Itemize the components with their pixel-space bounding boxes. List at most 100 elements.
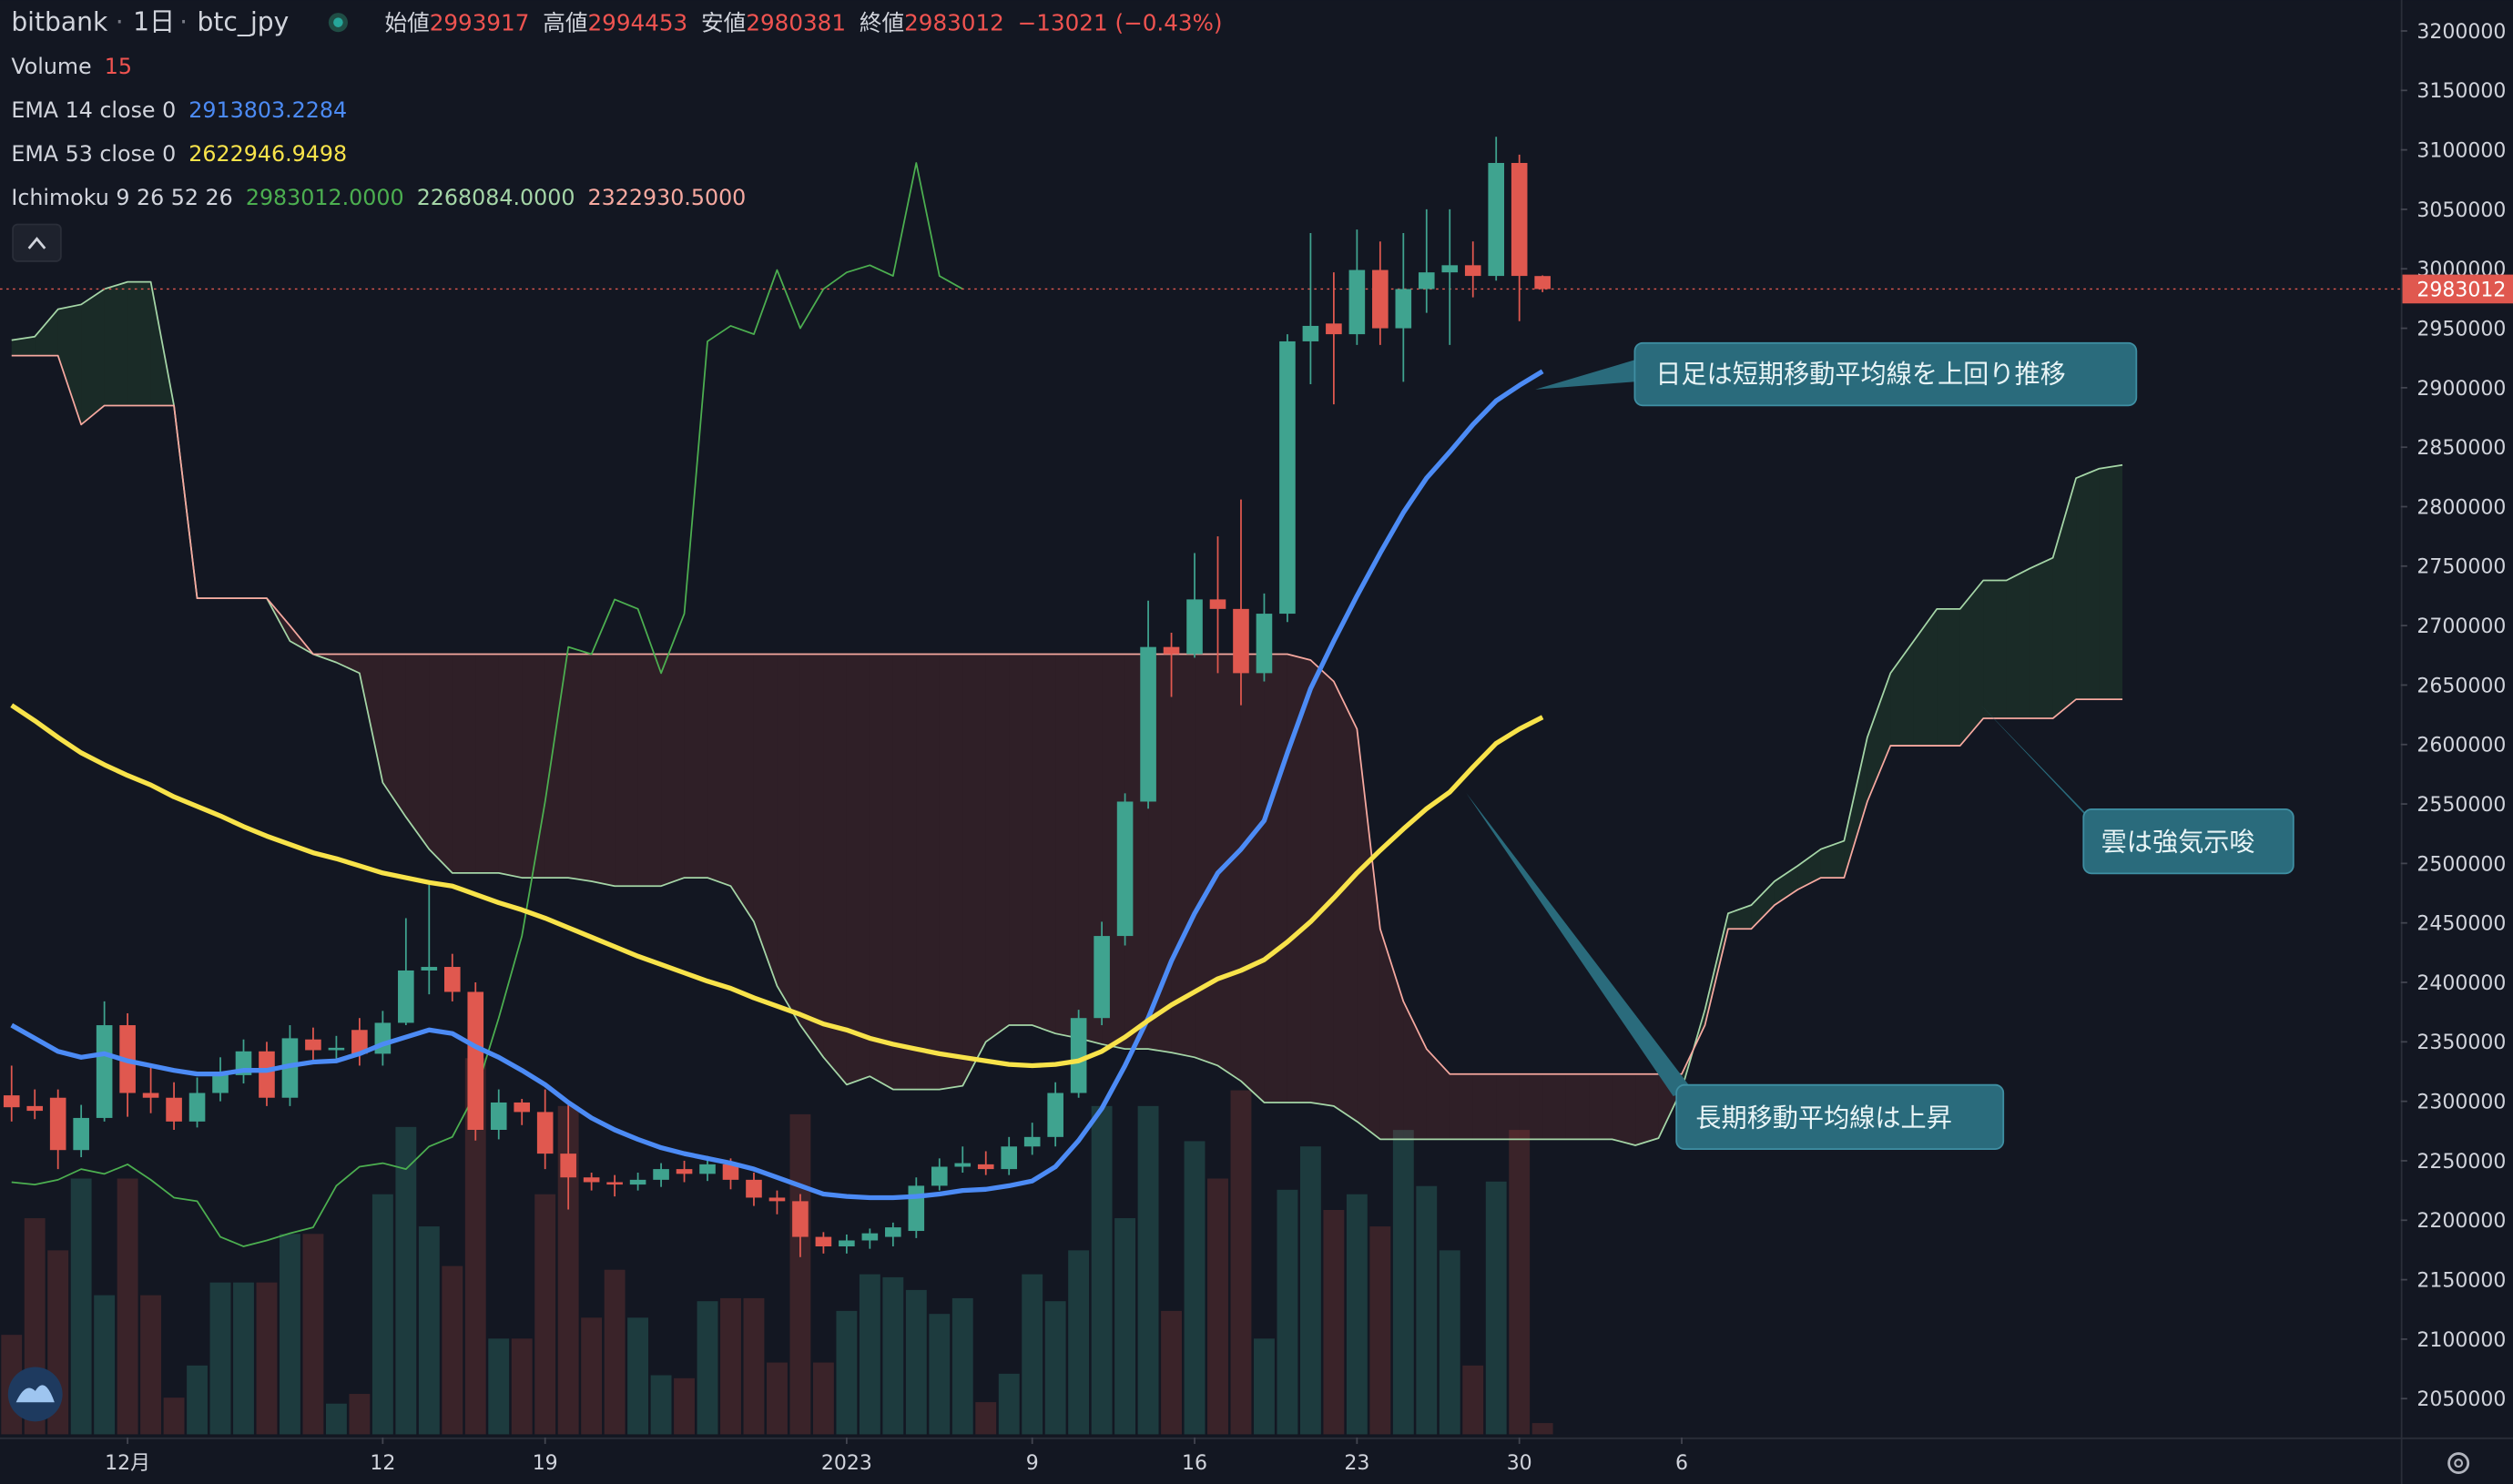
candle-body — [560, 1154, 576, 1178]
volume-bar — [975, 1402, 997, 1435]
cloud-segment — [1727, 905, 1752, 930]
cloud-segment — [1937, 608, 1960, 747]
candle-body — [49, 1097, 66, 1151]
candle-body — [1418, 272, 1435, 290]
cloud-segment — [1009, 654, 1033, 1026]
volume-bar — [627, 1317, 649, 1435]
ema-line — [10, 369, 1544, 1201]
candle-body — [583, 1177, 600, 1183]
y-tick-label: 2400000 — [2416, 972, 2506, 995]
indicator-value: 2268084.0000 — [417, 185, 575, 210]
candle-body — [142, 1093, 159, 1098]
x-tick-label: 19 — [533, 1452, 558, 1475]
symbol[interactable]: btc_jpy — [198, 6, 290, 36]
volume-bar — [1531, 1423, 1553, 1435]
cloud-segment — [1751, 880, 1775, 930]
candle-body — [1279, 341, 1296, 615]
candle-body — [1256, 614, 1273, 674]
candle-body — [977, 1164, 994, 1170]
callout-pointer — [1466, 793, 1693, 1097]
indicator-legend: Volume 15 EMA 14 close 0 2913803.2284 EMA 53… — [11, 54, 746, 210]
volume-bar — [280, 1234, 300, 1435]
candle-body — [815, 1236, 832, 1247]
cloud-segment — [730, 654, 754, 922]
cloud-segment — [2099, 464, 2123, 700]
settings-button[interactable] — [2447, 1452, 2470, 1475]
leading-span-a — [11, 280, 2123, 1146]
candle-body — [954, 1163, 972, 1167]
volume-bar — [859, 1274, 880, 1435]
cloud-segment — [799, 654, 824, 1058]
volume-bar — [1044, 1301, 1066, 1435]
button-bg[interactable] — [12, 223, 62, 262]
y-tick-label: 2550000 — [2416, 794, 2506, 817]
volume-bar — [674, 1377, 695, 1435]
exchange: bitbank — [11, 6, 108, 36]
volume-bar — [140, 1295, 162, 1435]
x-tick-label: 16 — [1182, 1452, 1207, 1475]
candle-body — [722, 1164, 739, 1180]
ohlc-label: 高値 — [543, 9, 587, 36]
cloud-segment — [823, 654, 847, 1085]
volume-bar — [511, 1338, 533, 1435]
cloud-segment — [57, 304, 82, 425]
cloud-segment — [498, 654, 523, 879]
collapse-button[interactable] — [12, 223, 62, 262]
cloud-segment — [870, 654, 893, 1090]
volume-bar — [767, 1362, 788, 1435]
volume-bar — [905, 1289, 927, 1435]
volume-bar — [1254, 1338, 1275, 1435]
x-tick-label: 23 — [1344, 1452, 1369, 1475]
cloud-segment — [1287, 654, 1311, 1103]
candle-body — [768, 1197, 786, 1202]
logo[interactable] — [7, 1367, 63, 1422]
cloud-segment — [1542, 1073, 1566, 1140]
candle-body — [699, 1164, 716, 1174]
volume-bar — [488, 1338, 510, 1435]
cloud-segment — [405, 654, 430, 849]
cloud-segment — [104, 281, 128, 406]
cloud-segment — [382, 654, 406, 818]
y-tick-label: 2650000 — [2416, 675, 2506, 697]
y-tick-label: 2850000 — [2416, 437, 2506, 460]
separator-dot: · — [179, 6, 188, 36]
volume-bar — [233, 1282, 254, 1435]
candle-body — [351, 1030, 368, 1054]
volume-bar — [1068, 1250, 1090, 1435]
volume-bar — [70, 1178, 92, 1435]
y-tick-label: 2800000 — [2416, 496, 2506, 519]
candle-body — [1372, 269, 1389, 329]
volume-bar — [395, 1126, 417, 1435]
candle-body — [1348, 269, 1366, 335]
volume-bar — [1114, 1218, 1136, 1435]
volume-bar — [1137, 1105, 1159, 1435]
ohlc-label: 安値 — [701, 9, 746, 36]
candle-body — [1070, 1018, 1087, 1093]
volume-bar — [534, 1194, 556, 1435]
indicator-value: 2322930.5000 — [588, 185, 747, 210]
y-tick-label: 2150000 — [2416, 1270, 2506, 1293]
cloud-segment — [892, 654, 917, 1090]
chevron-up — [27, 237, 46, 249]
interval[interactable]: 1日 — [133, 6, 175, 36]
candle-body — [3, 1095, 20, 1108]
candle-body — [73, 1117, 89, 1151]
cloud-segment — [1426, 1049, 1450, 1140]
callout-box — [2082, 808, 2294, 875]
volume-bar — [581, 1317, 603, 1435]
gear[interactable] — [2447, 1452, 2470, 1475]
cloud-segment — [127, 281, 151, 406]
volume-bar — [650, 1375, 672, 1435]
indicator-value: 2983012.0000 — [246, 185, 404, 210]
volume-bar — [789, 1113, 811, 1435]
cloud-segment — [1890, 641, 1914, 747]
candle-body — [1441, 265, 1459, 273]
cloud-segment — [1171, 654, 1195, 1058]
cloud-segment — [1240, 654, 1265, 1103]
x-tick-label: 9 — [1026, 1452, 1039, 1475]
cloud-segment — [615, 654, 638, 887]
candle-body — [746, 1179, 762, 1198]
cloud-segment — [475, 654, 499, 873]
price-change: −13021 (−0.43%) — [1018, 9, 1223, 36]
candle-body — [629, 1179, 646, 1185]
